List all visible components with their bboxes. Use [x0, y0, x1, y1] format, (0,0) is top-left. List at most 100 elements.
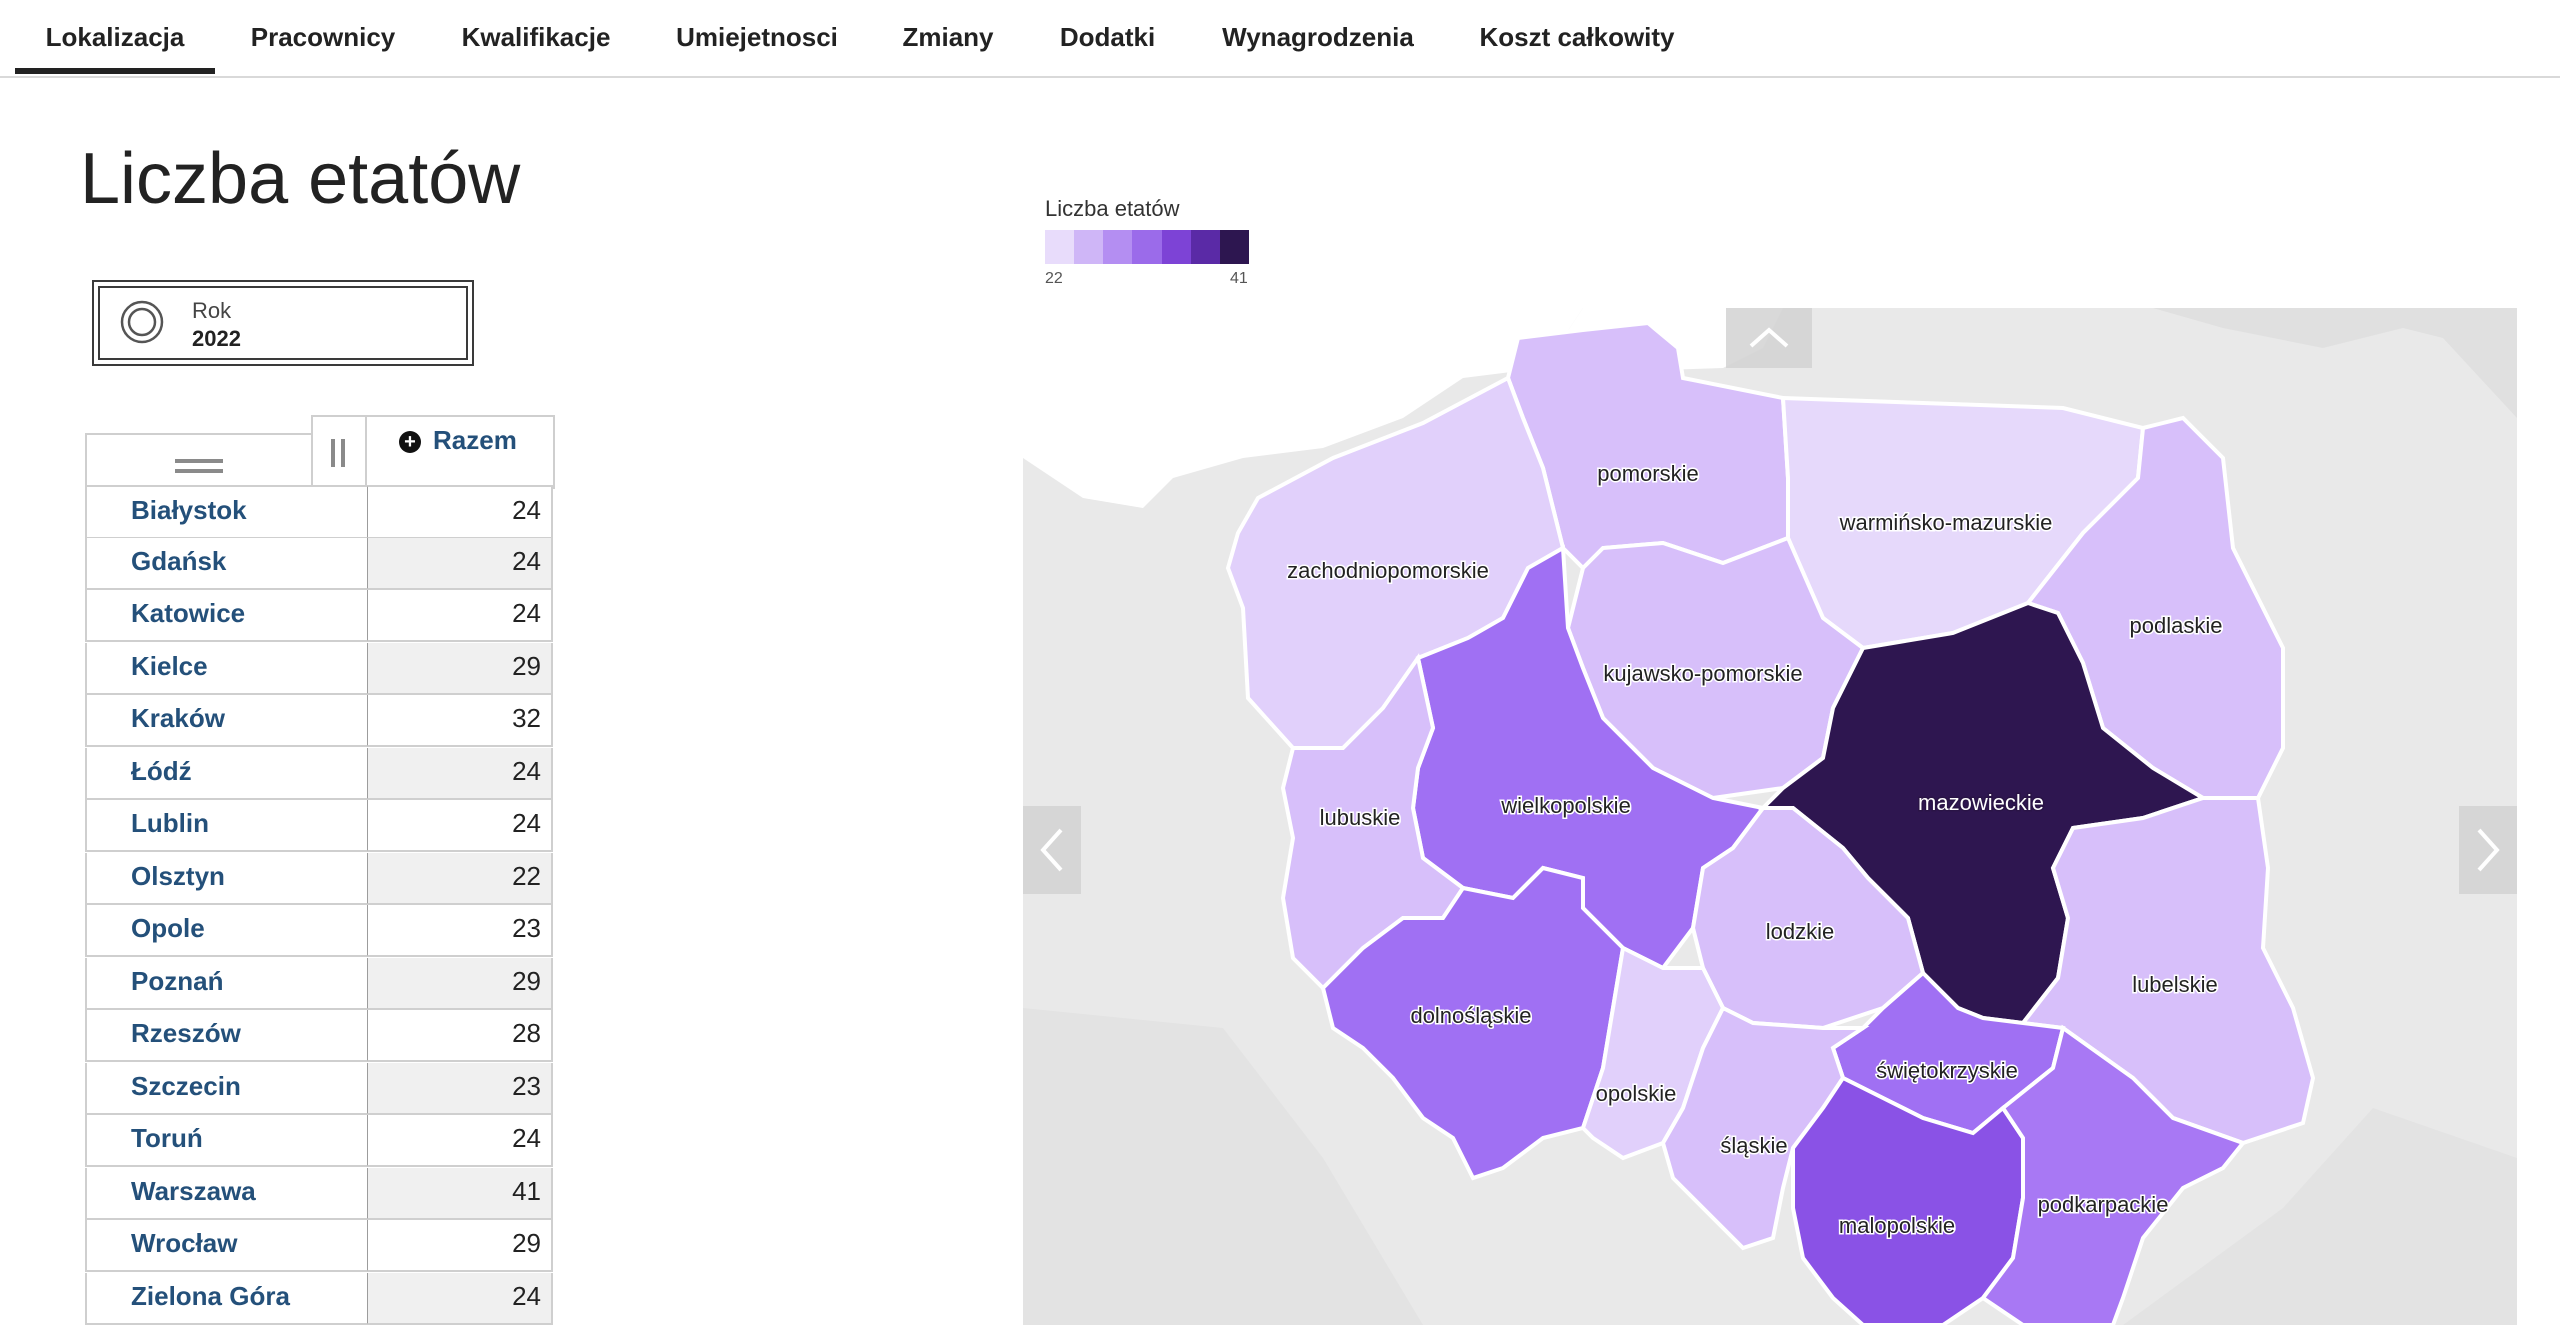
city-cell[interactable]: Warszawa	[85, 1167, 370, 1220]
city-name[interactable]: Łódź	[131, 755, 192, 786]
table-row: Warszawa 41	[85, 1167, 553, 1220]
value-text: 24	[512, 755, 541, 786]
value-cell: 32	[368, 695, 553, 747]
tab-kwalifikacje[interactable]: Kwalifikacje	[461, 22, 611, 52]
value-text: 41	[512, 1175, 541, 1206]
city-cell[interactable]: Toruń	[85, 1115, 370, 1167]
region-label: opolskie	[1596, 1081, 1677, 1106]
value-cell: 24	[368, 747, 553, 800]
city-name[interactable]: Toruń	[131, 1123, 203, 1153]
tab-umiejetnosci[interactable]: Umiejetnosci	[676, 22, 838, 52]
region-śląskie[interactable]	[1660, 1005, 1870, 1251]
tab-lokalizacja[interactable]: Lokalizacja	[15, 0, 215, 74]
city-name[interactable]: Kielce	[131, 650, 208, 681]
region-label: zachodniopomorskie	[1287, 558, 1489, 583]
value-cell: 24	[368, 800, 553, 852]
city-cell[interactable]: Zielona Góra	[85, 1272, 370, 1325]
legend-color-scale	[1045, 230, 1249, 264]
map-next-button[interactable]	[2459, 806, 2517, 894]
value-cell: 41	[368, 1167, 553, 1220]
chevron-up-icon	[1749, 327, 1789, 348]
city-name[interactable]: Poznań	[131, 965, 224, 996]
region-label: lubuskie	[1320, 805, 1401, 830]
city-cell[interactable]: Szczecin	[85, 1062, 370, 1115]
city-cell[interactable]: Kraków	[85, 695, 370, 747]
value-text: 24	[512, 545, 541, 576]
value-cell: 24	[368, 1272, 553, 1325]
region-label: dolnośląskie	[1410, 1003, 1531, 1028]
page-title: Liczba etatów	[80, 139, 521, 219]
city-cell[interactable]: Wrocław	[85, 1220, 370, 1272]
city-name[interactable]: Rzeszów	[131, 1018, 241, 1048]
city-cell[interactable]: Olsztyn	[85, 852, 370, 905]
city-cell[interactable]: Kielce	[85, 642, 370, 695]
choropleth-map[interactable]: pomorskie warmińsko-mazurskie zachodniopom…	[1023, 308, 2517, 1325]
tab-dodatki[interactable]: Dodatki	[1059, 22, 1156, 52]
city-cell[interactable]: Łódź	[85, 747, 370, 800]
value-text: 23	[512, 1070, 541, 1101]
legend-min: 22	[1045, 270, 1063, 287]
tab-wynagrodzenia[interactable]: Wynagrodzenia	[1222, 22, 1414, 52]
razem-column-header[interactable]: + Razem	[365, 415, 555, 489]
value-text: 24	[512, 1280, 541, 1311]
city-name[interactable]: Opole	[131, 913, 205, 943]
value-cell: 24	[368, 1115, 553, 1167]
table-row: Kraków 32	[85, 695, 553, 747]
city-name[interactable]: Szczecin	[131, 1070, 241, 1101]
tab-koszt-calkowity[interactable]: Koszt całkowity	[1479, 22, 1675, 52]
value-cell: 23	[368, 905, 553, 957]
tab-zmiany[interactable]: Zmiany	[902, 22, 994, 52]
city-cell[interactable]: Lublin	[85, 800, 370, 852]
city-name[interactable]: Wrocław	[131, 1228, 238, 1258]
map-scroll-up-button[interactable]	[1726, 308, 1812, 368]
poland-map-svg: pomorskie warmińsko-mazurskie zachodniopom…	[1023, 308, 2517, 1325]
city-cell[interactable]: Białystok	[85, 485, 370, 539]
city-name[interactable]: Katowice	[131, 598, 246, 628]
table-row: Katowice 24	[85, 590, 553, 642]
legend-swatch	[1132, 230, 1162, 264]
chevron-left-icon	[1040, 828, 1063, 872]
legend-swatch	[1074, 230, 1104, 264]
row-header-menu[interactable]	[85, 433, 313, 489]
pause-icon	[331, 439, 335, 467]
city-name[interactable]: Warszawa	[131, 1175, 256, 1206]
region-label: podkarpackie	[2038, 1192, 2169, 1217]
table-row: Opole 23	[85, 905, 553, 957]
table-row: Białystok 24	[85, 485, 553, 539]
tab-pracownicy[interactable]: Pracownicy	[250, 22, 396, 52]
region-label: mazowieckie	[1918, 790, 2044, 815]
city-cell[interactable]: Poznań	[85, 957, 370, 1010]
value-cell: 29	[368, 957, 553, 1010]
table-row: Lublin 24	[85, 800, 553, 852]
table-row: Szczecin 23	[85, 1062, 553, 1115]
pivot-toggle-button[interactable]	[311, 415, 367, 489]
city-cell[interactable]: Gdańsk	[85, 537, 370, 590]
legend-title: Liczba etatów	[1045, 196, 1180, 221]
value-cell: 23	[368, 1062, 553, 1115]
value-cell: 22	[368, 852, 553, 905]
city-name[interactable]: Lublin	[131, 808, 209, 838]
radio-circle-icon	[120, 300, 164, 344]
city-cell[interactable]: Katowice	[85, 590, 370, 642]
city-name[interactable]: Gdańsk	[131, 545, 227, 576]
legend-swatch	[1161, 230, 1191, 264]
city-name[interactable]: Olsztyn	[131, 860, 225, 891]
city-name[interactable]: Białystok	[131, 495, 247, 525]
year-filter-value: 2022	[192, 326, 241, 351]
expand-plus-icon[interactable]: +	[399, 431, 421, 453]
region-label: podlaskie	[2130, 613, 2223, 638]
map-previous-button[interactable]	[1023, 806, 1081, 894]
legend-swatch	[1219, 230, 1249, 264]
city-name[interactable]: Zielona Góra	[131, 1280, 290, 1311]
city-name[interactable]: Kraków	[131, 703, 225, 733]
value-text: 29	[512, 1228, 541, 1258]
legend-swatch	[1045, 230, 1075, 264]
region-podkarpackie[interactable]	[1980, 1024, 2247, 1325]
region-label: świętokrzyskie	[1876, 1058, 2018, 1083]
table-row: Zielona Góra 24	[85, 1272, 553, 1325]
city-cell[interactable]: Opole	[85, 905, 370, 957]
table-row: Łódź 24	[85, 747, 553, 800]
table-row: Olsztyn 22	[85, 852, 553, 905]
year-filter-dropdown[interactable]: Rok 2022	[92, 280, 474, 366]
city-cell[interactable]: Rzeszów	[85, 1010, 370, 1062]
